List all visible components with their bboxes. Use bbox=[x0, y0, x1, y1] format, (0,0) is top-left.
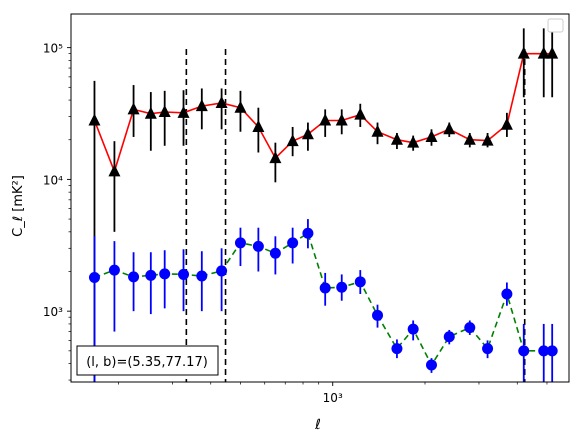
data-point-circle bbox=[302, 227, 314, 239]
data-point-triangle bbox=[546, 46, 559, 59]
data-point-circle bbox=[372, 309, 384, 321]
data-point-triangle bbox=[144, 106, 157, 119]
plot-background bbox=[71, 14, 569, 382]
data-point-circle bbox=[145, 269, 157, 281]
data-point-circle bbox=[336, 281, 348, 293]
data-point-triangle bbox=[269, 151, 282, 164]
data-point-circle bbox=[159, 268, 171, 280]
annotation-text: (l, b)=(5.35,77.17) bbox=[86, 355, 208, 370]
data-point-circle bbox=[269, 247, 281, 259]
data-point-triangle bbox=[517, 46, 530, 59]
data-point-circle bbox=[88, 272, 100, 284]
data-point-triangle bbox=[215, 96, 228, 109]
data-point-triangle bbox=[443, 122, 456, 135]
y-tick-label: 10⁴ bbox=[43, 173, 63, 187]
data-point-circle bbox=[425, 359, 437, 371]
y-tick-label: 10⁵ bbox=[43, 42, 63, 56]
data-point-circle bbox=[196, 270, 208, 282]
data-point-triangle bbox=[252, 119, 265, 132]
data-point-circle bbox=[538, 345, 550, 357]
x-axis-label: ℓ bbox=[314, 417, 321, 433]
data-point-triangle bbox=[371, 124, 384, 137]
data-point-triangle bbox=[500, 117, 513, 130]
data-point-circle bbox=[464, 322, 476, 334]
data-point-triangle bbox=[481, 133, 494, 146]
data-point-circle bbox=[482, 343, 494, 355]
data-point-circle bbox=[443, 331, 455, 343]
data-point-circle bbox=[216, 265, 228, 277]
y-tick-label: 10³ bbox=[43, 305, 63, 319]
data-point-circle bbox=[518, 345, 530, 357]
data-point-triangle bbox=[108, 164, 121, 177]
data-point-circle bbox=[252, 240, 264, 252]
data-point-triangle bbox=[195, 99, 208, 112]
plot-frame bbox=[70, 13, 570, 383]
legend-box bbox=[547, 18, 564, 33]
data-point-triangle bbox=[234, 100, 247, 113]
data-point-circle bbox=[407, 323, 419, 335]
data-point-triangle bbox=[301, 127, 314, 140]
data-point-triangle bbox=[390, 132, 403, 145]
data-point-triangle bbox=[286, 134, 299, 147]
series-layer bbox=[88, 28, 559, 382]
data-point-triangle bbox=[335, 113, 348, 126]
data-point-triangle bbox=[354, 107, 367, 120]
data-point-triangle bbox=[407, 135, 420, 148]
data-point-triangle bbox=[319, 113, 332, 126]
data-point-triangle bbox=[177, 105, 190, 118]
data-point-circle bbox=[287, 237, 299, 249]
data-point-triangle bbox=[158, 104, 171, 117]
data-point-triangle bbox=[425, 129, 438, 142]
data-point-circle bbox=[128, 271, 140, 283]
x-tick-label: 10³ bbox=[323, 391, 343, 405]
y-axis-label: C_ℓ [mK²] bbox=[11, 175, 26, 237]
data-point-circle bbox=[319, 282, 331, 294]
annotation-box bbox=[76, 345, 219, 376]
data-point-triangle bbox=[463, 132, 476, 145]
data-point-circle bbox=[354, 276, 366, 288]
data-point-triangle bbox=[537, 46, 550, 59]
data-point-triangle bbox=[127, 102, 140, 115]
data-point-triangle bbox=[88, 113, 101, 126]
data-point-circle bbox=[501, 288, 513, 300]
data-point-circle bbox=[234, 237, 246, 249]
axis-ticks: 10³ 10³ 10⁴ 10⁵ bbox=[43, 42, 548, 405]
data-point-circle bbox=[546, 345, 558, 357]
data-point-circle bbox=[108, 264, 120, 276]
data-point-circle bbox=[178, 268, 190, 280]
data-point-circle bbox=[391, 343, 403, 355]
